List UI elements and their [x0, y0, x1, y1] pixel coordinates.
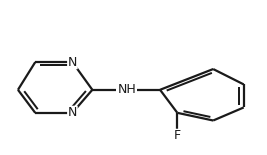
Text: N: N [68, 56, 77, 69]
Text: N: N [68, 106, 77, 119]
Text: F: F [174, 129, 181, 142]
Text: NH: NH [117, 83, 136, 96]
